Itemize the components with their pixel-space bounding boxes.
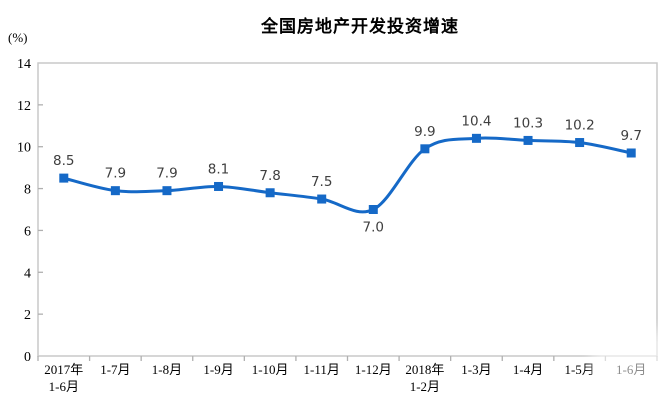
data-label: 7.8	[259, 168, 280, 184]
data-label: 9.7	[620, 128, 641, 144]
x-axis-label: 1-10月	[252, 362, 289, 377]
data-point-marker	[420, 144, 430, 154]
data-point-marker	[368, 205, 378, 214]
data-point-marker	[162, 186, 172, 196]
y-axis-label: 14	[17, 57, 31, 72]
data-point-marker	[110, 186, 120, 196]
x-axis-label: 1-12月	[355, 362, 392, 377]
y-axis-label: 12	[17, 99, 31, 114]
y-axis-label: 8	[24, 183, 31, 198]
x-axis-label: 1-8月	[152, 362, 182, 377]
y-axis-label: 0	[24, 350, 31, 365]
trend-line	[62, 136, 633, 214]
y-axis-label: 4	[24, 266, 31, 281]
data-label: 7.0	[363, 220, 384, 236]
data-point-marker	[626, 148, 636, 158]
x-axis-label: 1-4月	[513, 362, 543, 377]
data-point-marker	[575, 138, 585, 148]
data-label: 7.5	[311, 174, 332, 190]
y-axis-label: 10	[17, 141, 31, 156]
x-axis-label: 1-3月	[461, 362, 491, 377]
x-axis-label: 1-11月	[304, 362, 340, 377]
data-label: 9.9	[414, 124, 435, 140]
x-axis-label: 1-6月	[616, 362, 646, 377]
x-axis-label: 1-7月	[100, 362, 130, 377]
data-label: 7.9	[156, 166, 177, 182]
y-axis-label: 6	[24, 224, 31, 239]
x-axis-label: 1-9月	[203, 362, 233, 377]
chart-title: 全国房地产开发投资增速	[261, 17, 459, 36]
y-axis-label: 2	[24, 308, 31, 323]
data-label: 10.4	[461, 113, 491, 129]
x-axis-label: 1-5月	[564, 362, 594, 377]
x-axis-label: 2018年 1-2月	[405, 362, 444, 394]
data-label: 10.3	[513, 115, 543, 131]
data-label: 8.1	[208, 161, 229, 177]
data-point-marker	[471, 133, 481, 143]
data-point-marker	[265, 188, 275, 198]
data-label: 7.9	[105, 166, 126, 182]
y-axis-unit-label: (%)	[8, 30, 28, 45]
data-label: 8.5	[53, 153, 74, 169]
data-label: 10.2	[565, 118, 595, 134]
data-point-marker	[317, 194, 327, 204]
data-point-marker	[523, 135, 533, 145]
data-point-marker	[214, 181, 224, 191]
data-point-marker	[59, 173, 69, 183]
x-axis-label: 2017年 1-6月	[44, 362, 83, 394]
